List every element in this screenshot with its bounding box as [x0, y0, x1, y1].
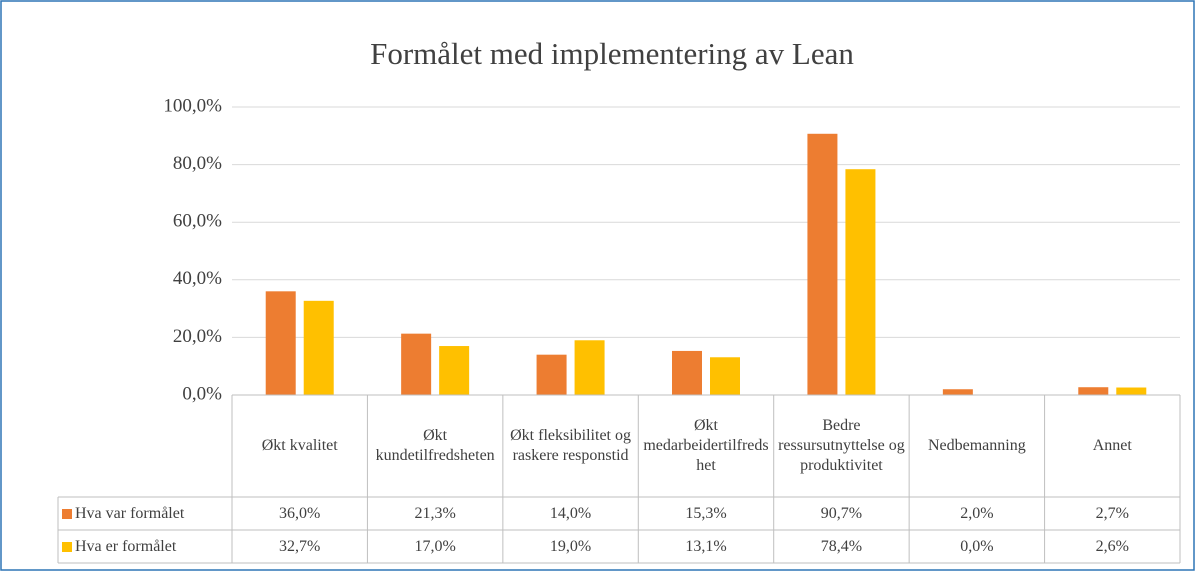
data-label: 14,0% — [549, 504, 592, 522]
y-tick-label: 20,0% — [173, 326, 222, 347]
bar — [439, 346, 470, 395]
legend-entry: Hva er formålet — [62, 530, 232, 563]
chart-title: Formålet med implementering av Lean — [370, 36, 854, 71]
data-label: 21,3% — [414, 504, 456, 522]
data-label: 2,0% — [960, 504, 994, 522]
bar — [845, 169, 876, 395]
x-tick-label: Økt kvalitet — [261, 437, 338, 454]
bar — [536, 354, 567, 395]
x-tick-label: Bedre ressursutnyttelse og produktivitet — [778, 417, 905, 474]
x-tick-label: Annet — [1092, 437, 1132, 454]
data-label: 13,1% — [685, 537, 727, 555]
legend-swatch — [62, 541, 72, 552]
bar — [710, 357, 740, 395]
bar — [1078, 387, 1109, 395]
data-label: 2,7% — [1095, 504, 1129, 522]
y-tick-label: 100,0% — [163, 95, 222, 116]
legend-swatch — [62, 508, 72, 519]
y-tick-label: 80,0% — [173, 153, 222, 174]
y-tick-label: 0,0% — [182, 383, 222, 404]
bar — [303, 300, 334, 395]
data-label: 17,0% — [414, 537, 456, 555]
legend-entry: Hva var formålet — [62, 497, 232, 530]
bar — [807, 133, 838, 395]
data-label: 78,4% — [820, 537, 863, 555]
data-label: 2,6% — [1095, 537, 1129, 555]
y-tick-label: 40,0% — [173, 268, 222, 289]
x-tick-label: Økt kundetilfredsheten — [375, 427, 495, 464]
x-tick-label: Økt medarbeidertilfredshet — [643, 417, 769, 474]
x-tick-label: Nedbemanning — [927, 437, 1026, 454]
data-label: 15,3% — [685, 504, 727, 522]
bar — [265, 291, 296, 395]
legend-label: Hva var formålet — [75, 504, 185, 522]
legend-label: Hva er formålet — [75, 537, 177, 555]
y-tick-label: 60,0% — [173, 211, 222, 232]
data-label: 32,7% — [279, 537, 321, 555]
bar — [401, 333, 432, 395]
bar — [672, 350, 702, 395]
bar — [574, 340, 605, 395]
bar — [1116, 387, 1147, 395]
data-label: 19,0% — [549, 537, 592, 555]
x-tick-label: Økt fleksibilitet og raskere responstid — [510, 427, 631, 464]
bar — [942, 389, 973, 395]
data-label: 0,0% — [960, 537, 994, 555]
data-label: 36,0% — [279, 504, 321, 522]
data-label: 90,7% — [820, 504, 863, 522]
